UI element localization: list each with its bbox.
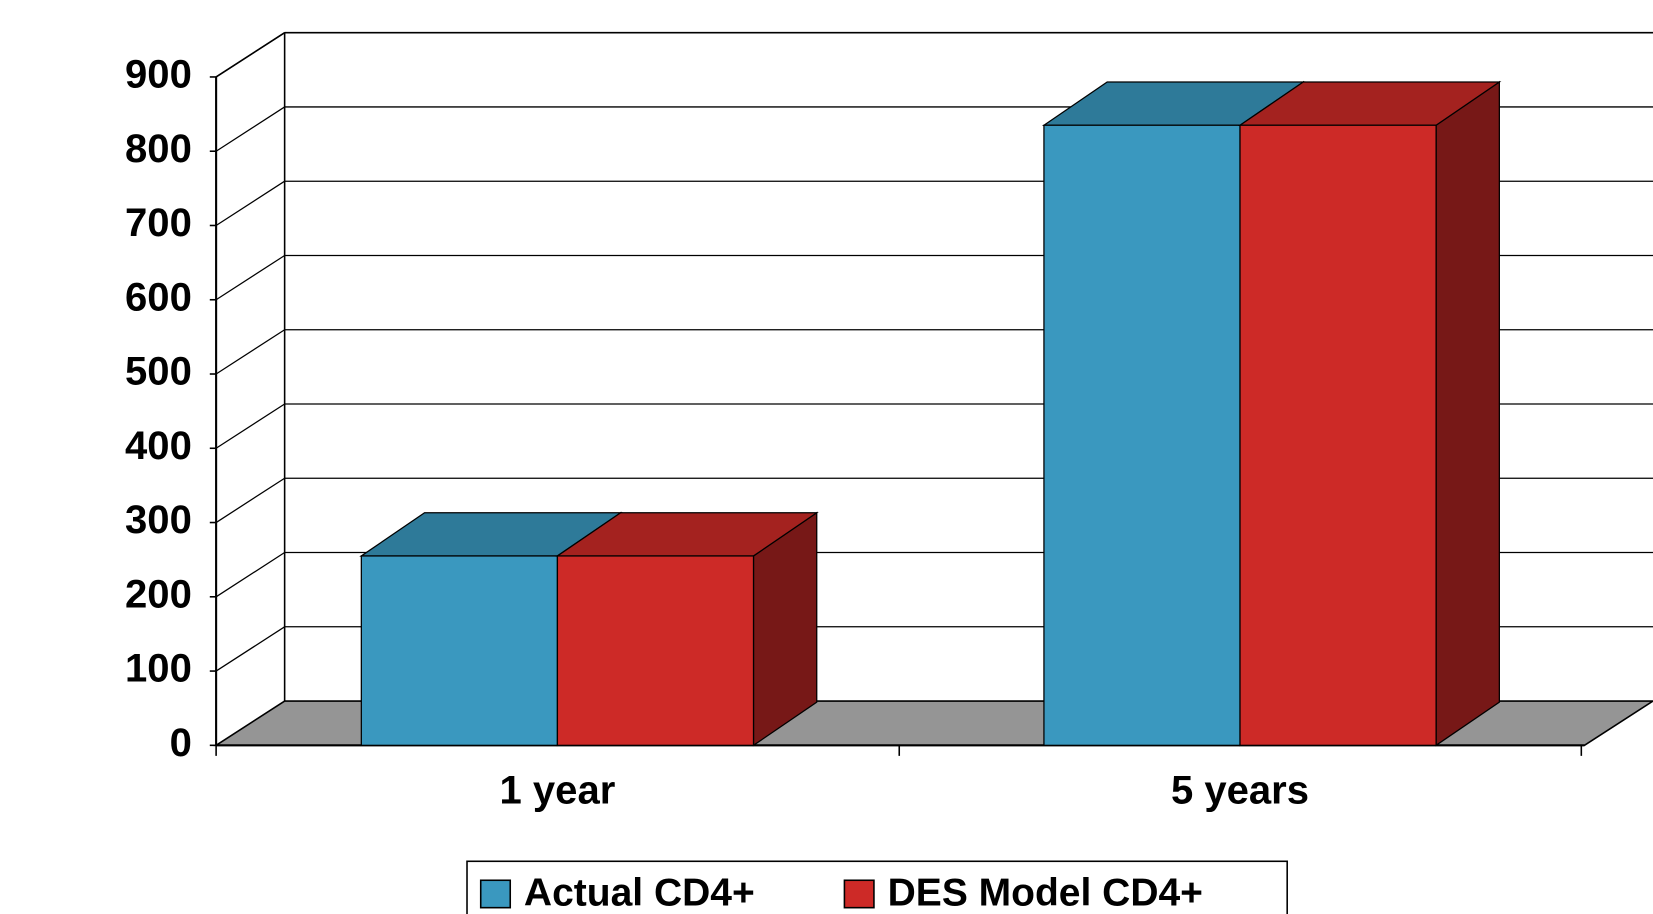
bar [1239, 124, 1437, 746]
y-tick-label: 500 [125, 350, 192, 394]
bar [556, 555, 755, 746]
y-tick-label: 900 [125, 53, 192, 97]
legend-swatch [479, 879, 512, 909]
y-tick-label: 800 [125, 127, 192, 171]
side-grid-line [215, 551, 285, 598]
side-grid-line [215, 106, 285, 152]
y-tick-label: 700 [125, 201, 192, 245]
bar [360, 555, 559, 746]
side-grid-line [215, 626, 285, 672]
y-tick-label: 100 [125, 647, 192, 691]
y-tick-label: 400 [125, 424, 192, 468]
y-tick-label: 300 [125, 498, 192, 542]
x-tick-label: 5 years [1171, 768, 1309, 812]
side-grid-line [215, 403, 285, 449]
legend-box [466, 860, 1288, 914]
legend-label: Actual CD4+ [524, 871, 755, 914]
side-grid-line [215, 477, 285, 524]
side-grid-line [215, 180, 285, 227]
y-tick-label: 200 [125, 572, 192, 616]
bar [1043, 124, 1241, 746]
y-tick-label: 600 [125, 275, 192, 319]
x-tick-label: 1 year [500, 768, 616, 812]
side-grid-line [215, 329, 285, 375]
side-grid-line [215, 254, 285, 301]
bar-side [1435, 80, 1500, 747]
y-tick-label: 0 [170, 721, 192, 765]
side-grid-line [215, 32, 285, 78]
legend-label: DES Model CD4+ [888, 871, 1203, 914]
legend-swatch [843, 879, 875, 909]
